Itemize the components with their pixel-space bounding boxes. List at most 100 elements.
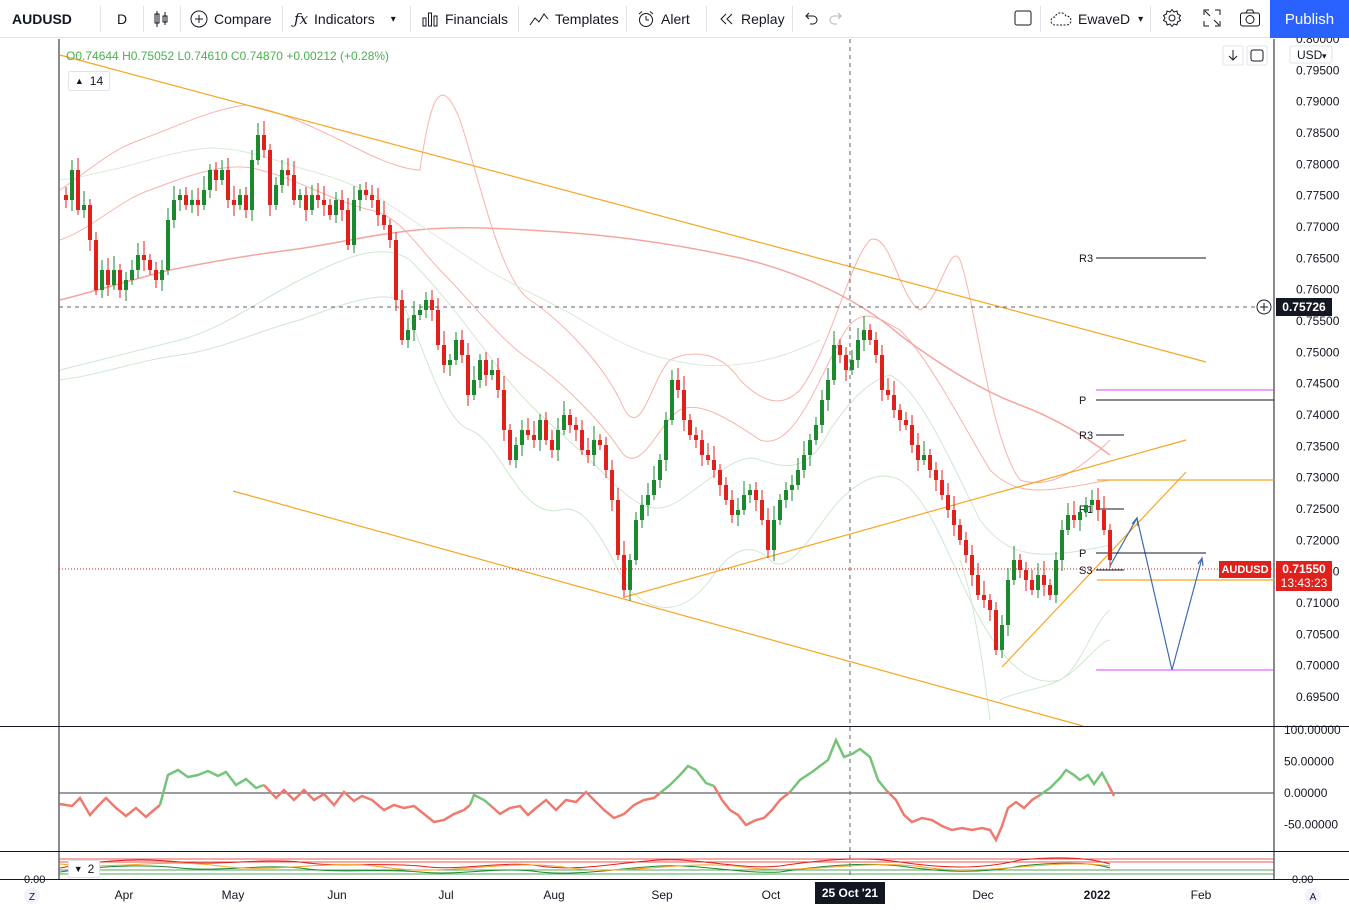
- candle: [742, 481, 746, 515]
- candle: [574, 417, 578, 441]
- close-label: C: [230, 49, 240, 63]
- candle: [160, 260, 164, 291]
- candle: [934, 462, 938, 491]
- maximize-pane-button[interactable]: [1246, 45, 1268, 66]
- candle: [676, 368, 680, 398]
- candle: [196, 188, 200, 216]
- indicators-button[interactable]: ƒx Indicators ▾: [294, 0, 396, 38]
- candle: [358, 184, 362, 211]
- oscillator-tick-label: 50.00000: [1284, 755, 1334, 769]
- candle: [1066, 503, 1070, 535]
- auto-scale-button[interactable]: A: [1305, 888, 1321, 904]
- candle: [640, 495, 644, 528]
- candle: [970, 545, 974, 586]
- oscillator-bull-segments: [659, 764, 715, 794]
- toolbar-divider: [410, 6, 411, 32]
- toolbar-divider: [100, 6, 101, 32]
- indicator-legend-toggle[interactable]: ▲ 14: [68, 71, 110, 91]
- candle: [1018, 554, 1022, 578]
- time-axis[interactable]: Apr May Jun Jul Aug Sep Oct Dec 2022 Feb: [115, 888, 1212, 902]
- sub-pane-legend-toggle[interactable]: ▼ 2: [68, 860, 100, 878]
- oscillator-axis[interactable]: 100.00000 50.00000 0.00000 -50.00000: [1284, 723, 1341, 832]
- price-tick-label: 0.78500: [1296, 126, 1340, 140]
- candle: [952, 496, 956, 536]
- last-price-value: 0.71550: [1282, 562, 1326, 576]
- high-value: 0.75052: [130, 49, 175, 63]
- candle: [406, 318, 410, 348]
- replay-button[interactable]: Replay: [717, 0, 785, 38]
- reset-scale-left-button[interactable]: Z: [24, 888, 40, 904]
- price-tick-label: 0.77000: [1296, 220, 1340, 234]
- plus-circle-icon: [190, 10, 208, 28]
- candle: [880, 345, 884, 401]
- chevron-down-icon: ▼: [73, 864, 83, 874]
- change-value: +0.00212 (+0.28%): [286, 49, 390, 63]
- last-symbol-label: AUDUSD: [1221, 564, 1268, 576]
- ohlc-legend: O0.74644 H0.75052 L0.74610 C0.74870 +0.0…: [66, 49, 389, 63]
- candle: [382, 201, 386, 230]
- compare-button[interactable]: Compare: [190, 0, 272, 38]
- scroll-to-latest-button[interactable]: [1222, 45, 1244, 66]
- candle: [514, 437, 518, 468]
- oscillator-tick-label: -50.00000: [1284, 818, 1338, 832]
- sub-pane-axis-value: 0.00: [1292, 874, 1313, 886]
- candle: [874, 332, 878, 363]
- candle: [142, 241, 146, 271]
- price-tick-label: 0.75500: [1296, 314, 1340, 328]
- main-pane: R3 P R3 R1 P S3: [59, 54, 1274, 726]
- top-toolbar: AUDUSD D Compare ƒx Indicators ▾ Financia…: [0, 0, 1349, 38]
- fullscreen-layout-button[interactable]: [1013, 0, 1033, 38]
- oscillator-bear-segments: [263, 784, 471, 824]
- oscillator-bull-segments: [1039, 768, 1110, 797]
- time-tick-label: Jun: [327, 888, 346, 902]
- interval-button[interactable]: D: [117, 0, 127, 38]
- undo-button[interactable]: [801, 0, 819, 38]
- candle: [748, 484, 752, 503]
- candle: [1084, 497, 1088, 517]
- snapshot-button[interactable]: [1239, 0, 1261, 38]
- settings-button[interactable]: [1162, 0, 1182, 38]
- fullscreen-button[interactable]: [1202, 0, 1222, 38]
- toolbar-divider: [626, 6, 627, 32]
- chart-type-button[interactable]: [152, 0, 176, 38]
- price-tick-label: 0.79000: [1296, 95, 1340, 109]
- symbol-search-button[interactable]: AUDUSD: [12, 0, 72, 38]
- currency-button[interactable]: USD ▾: [1289, 45, 1333, 64]
- pivot-p-label: P: [1079, 395, 1086, 407]
- chevron-down-icon: ▾: [390, 13, 396, 25]
- candle: [832, 331, 836, 385]
- price-axis[interactable]: 0.80000 0.79500 0.79000 0.78500 0.78000 0.775…: [1296, 38, 1340, 704]
- candle: [628, 554, 632, 601]
- candle: [466, 343, 470, 406]
- time-tick-label: Apr: [115, 888, 134, 902]
- candle: [616, 488, 620, 560]
- oscillator-bear-segments: [59, 795, 161, 819]
- time-tick-label: 2022: [1084, 888, 1111, 902]
- chart-canvas[interactable]: R3 P R3 R1 P S3: [0, 38, 1349, 910]
- candle: [976, 563, 980, 600]
- publish-button[interactable]: Publish: [1270, 0, 1349, 38]
- alert-button[interactable]: Alert: [637, 0, 690, 38]
- candle: [550, 430, 554, 458]
- redo-button[interactable]: [828, 0, 846, 38]
- toolbar-divider: [1040, 6, 1041, 32]
- pivot-s3-label: S3: [1079, 565, 1092, 577]
- time-tick-label: Dec: [972, 888, 993, 902]
- candle: [388, 219, 392, 248]
- financials-label: Financials: [445, 11, 509, 27]
- templates-button[interactable]: Templates: [529, 0, 619, 38]
- candlestick-series: [64, 121, 1112, 658]
- candle: [130, 260, 134, 285]
- candle: [298, 189, 302, 208]
- oscillator-bear-segments: [489, 790, 661, 820]
- oscillator-bear-segments: [1106, 783, 1116, 797]
- candle: [760, 490, 764, 525]
- financials-button[interactable]: Financials: [421, 0, 508, 38]
- zoom-label: Z: [29, 892, 35, 903]
- layout-button[interactable]: EwaveD ▾: [1050, 0, 1143, 38]
- candle: [76, 158, 80, 215]
- chevron-up-icon: ▲: [74, 76, 84, 86]
- envelope-bands: [59, 94, 1111, 721]
- candle: [352, 186, 356, 253]
- candle: [256, 123, 260, 165]
